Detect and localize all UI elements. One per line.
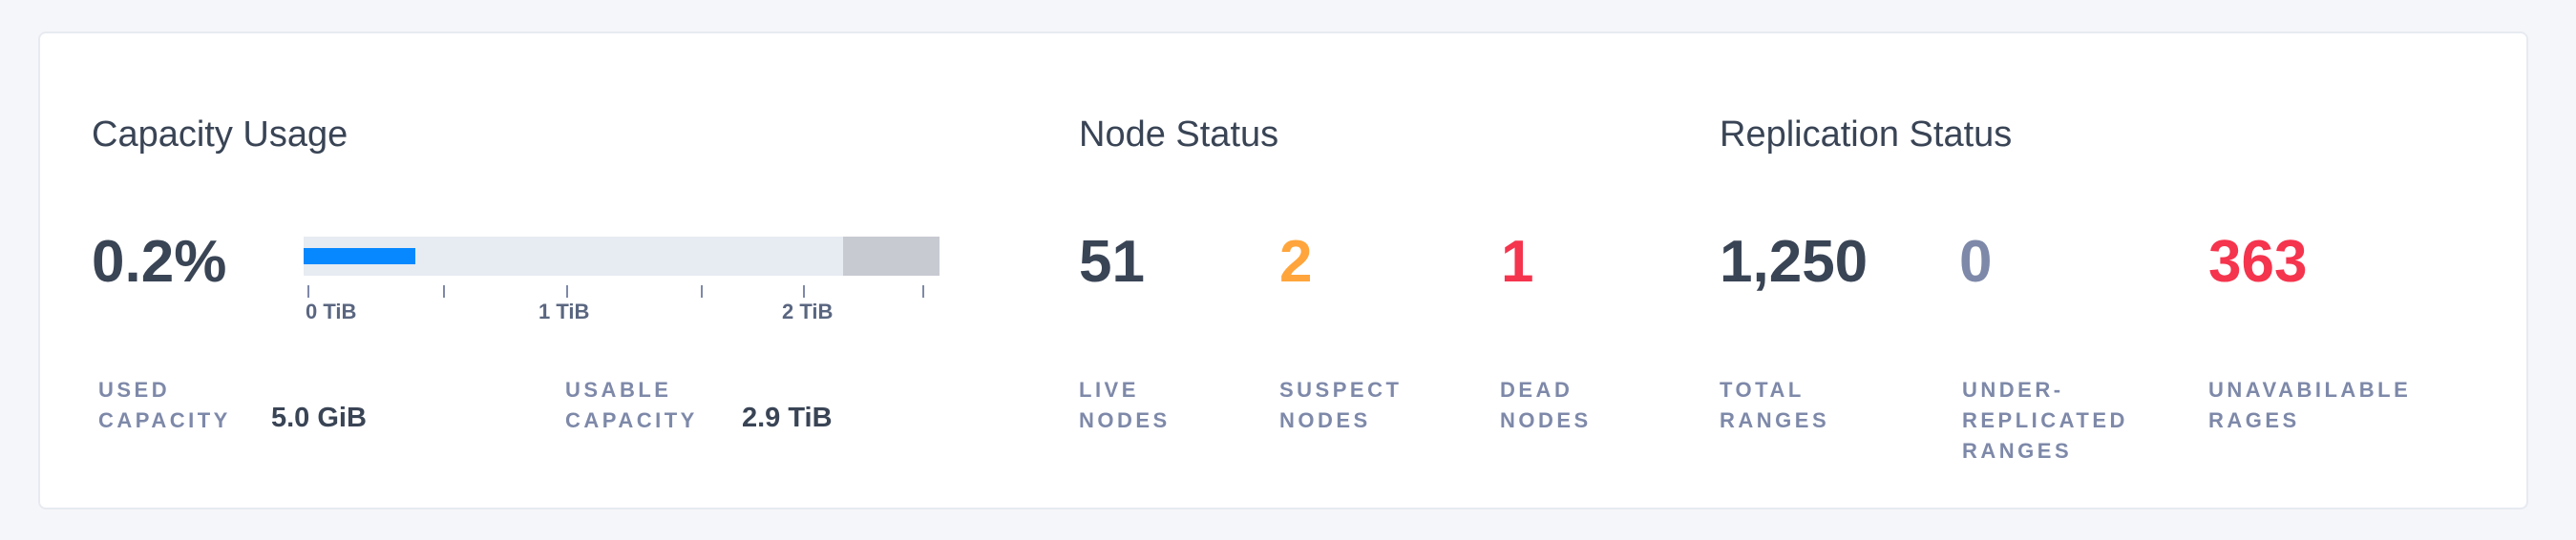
axis-tick (307, 285, 309, 298)
tick-label: 1 TiB (538, 300, 590, 323)
label-line: DEAD (1500, 378, 1573, 402)
used-capacity-value: 5.0 GiB (271, 403, 367, 433)
label-line: RANGES (1962, 439, 2073, 463)
label-line: USABLE (565, 378, 672, 402)
under-replicated-ranges-value: 0 (1959, 229, 1993, 295)
live-nodes-label: LIVE NODES (1079, 375, 1171, 436)
usable-capacity-label: USABLE CAPACITY (565, 375, 698, 436)
tick-label: 0 TiB (306, 300, 357, 323)
label-line: CAPACITY (565, 408, 698, 432)
dead-nodes-value: 1 (1501, 229, 1534, 295)
suspect-nodes-label: SUSPECT NODES (1279, 375, 1402, 436)
label-line: TOTAL (1720, 378, 1805, 402)
under-replicated-ranges-label: UNDER- REPLICATED RANGES (1962, 375, 2128, 467)
label-line: UNAVABILABLE (2208, 378, 2412, 402)
label-line: SUSPECT (1279, 378, 1403, 402)
label-line: LIVE (1079, 378, 1139, 402)
label-line: UNDER- (1962, 378, 2064, 402)
unavailable-ranges-value: 363 (2208, 229, 2308, 295)
node-status-title: Node Status (1079, 114, 1279, 155)
unavailable-ranges-label: UNAVABILABLE RAGES (2208, 375, 2411, 436)
capacity-usage-title: Capacity Usage (92, 114, 348, 155)
total-ranges-value: 1,250 (1720, 229, 1869, 295)
total-ranges-label: TOTAL RANGES (1720, 375, 1829, 436)
capacity-percent: 0.2% (92, 229, 227, 295)
label-line: REPLICATED (1962, 408, 2128, 432)
label-line: NODES (1279, 408, 1371, 432)
used-capacity-label: USED CAPACITY (98, 375, 231, 436)
replication-status-title: Replication Status (1720, 114, 2013, 155)
axis-tick (566, 285, 568, 298)
usable-capacity-value: 2.9 TiB (742, 403, 833, 433)
label-line: USED (98, 378, 171, 402)
axis-tick (922, 285, 924, 298)
axis-tick (803, 285, 805, 298)
label-line: NODES (1079, 408, 1171, 432)
live-nodes-value: 51 (1079, 229, 1145, 295)
tick-label: 2 TiB (782, 300, 834, 323)
capacity-bar-used (304, 248, 416, 264)
axis-tick (701, 285, 703, 298)
capacity-bar-unusable (842, 237, 940, 276)
label-line: NODES (1500, 408, 1592, 432)
suspect-nodes-value: 2 (1279, 229, 1313, 295)
capacity-bar (304, 237, 940, 276)
label-line: RANGES (1720, 408, 1830, 432)
label-line: RAGES (2208, 408, 2300, 432)
axis-tick (443, 285, 445, 298)
label-line: CAPACITY (98, 408, 231, 432)
dead-nodes-label: DEAD NODES (1500, 375, 1592, 436)
